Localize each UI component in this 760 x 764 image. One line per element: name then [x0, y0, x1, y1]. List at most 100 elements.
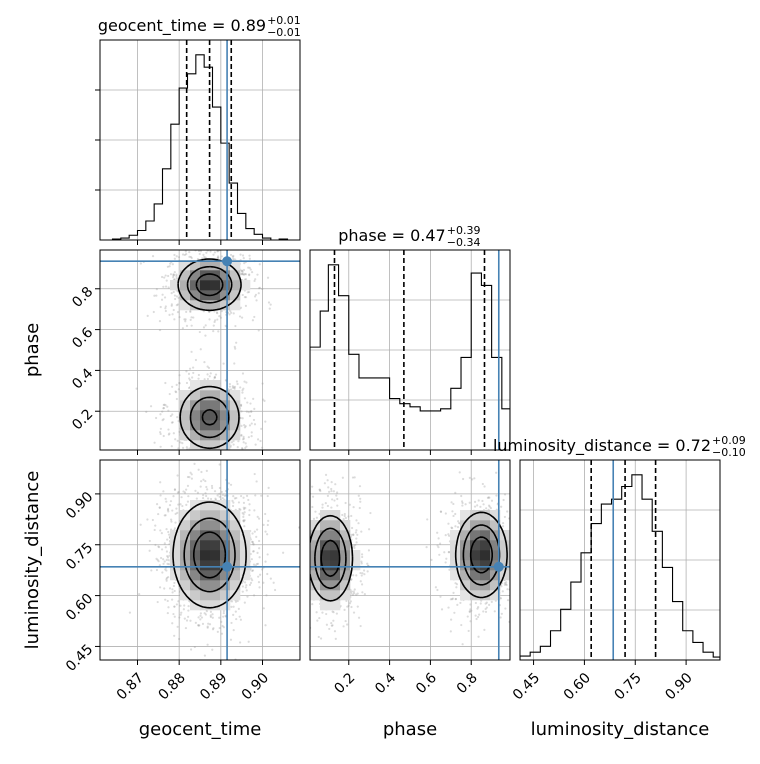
- sample-point: [166, 611, 169, 615]
- density-cell: [220, 530, 231, 541]
- sample-point: [177, 419, 180, 423]
- sample-point: [239, 456, 241, 458]
- density-cell: [220, 430, 231, 441]
- sample-point: [360, 583, 364, 586]
- sample-point: [301, 537, 303, 539]
- sample-point: [331, 498, 334, 501]
- sample-point: [513, 517, 515, 519]
- density-cell: [350, 560, 361, 571]
- sample-point: [333, 499, 336, 502]
- sample-point: [489, 507, 492, 510]
- sample-point: [297, 537, 299, 539]
- density-cell: [480, 560, 491, 571]
- sample-point: [307, 530, 309, 532]
- sample-point: [330, 624, 333, 627]
- density-cell: [170, 540, 181, 551]
- contour-level: [310, 511, 508, 602]
- sample-point: [505, 581, 508, 584]
- sample-point: [157, 545, 160, 548]
- density-cell: [180, 290, 191, 301]
- sample-point: [173, 294, 177, 297]
- sample-point: [167, 433, 170, 436]
- sample-point: [159, 427, 162, 430]
- density-cell: [190, 270, 201, 281]
- sample-point: [343, 514, 346, 518]
- sample-point: [513, 516, 515, 518]
- sample-point: [470, 609, 473, 612]
- sample-point: [185, 324, 189, 327]
- sample-point: [242, 243, 244, 245]
- sample-point: [252, 594, 256, 597]
- sample-point: [165, 528, 168, 531]
- sample-point: [278, 495, 280, 497]
- sample-point: [173, 257, 176, 260]
- sample-point: [160, 532, 163, 535]
- sample-point: [334, 483, 337, 486]
- density-cell: [230, 590, 241, 601]
- sample-point: [336, 491, 339, 494]
- sample-point: [216, 630, 219, 633]
- sample-point: [468, 610, 471, 613]
- sample-point: [170, 445, 173, 448]
- sample-point: [232, 312, 235, 315]
- sample-point: [156, 558, 159, 561]
- density-cell: [490, 510, 501, 521]
- panel-frame: [99, 459, 301, 661]
- density-cell: [200, 440, 211, 450]
- sample-point: [253, 315, 256, 319]
- sample-point: [187, 605, 190, 608]
- sample-point: [214, 373, 218, 376]
- sample-point: [187, 495, 190, 498]
- sample-point: [436, 531, 439, 534]
- sample-point: [217, 256, 220, 259]
- sample-point: [175, 383, 178, 386]
- density-cell: [500, 550, 510, 561]
- sample-point: [267, 486, 270, 490]
- sample-point: [193, 645, 196, 649]
- density-cell: [200, 430, 211, 441]
- density-cell: [200, 590, 211, 601]
- sample-point: [244, 442, 247, 445]
- sample-point: [243, 272, 247, 276]
- density-cell: [190, 530, 201, 541]
- sample-point: [171, 421, 174, 424]
- sample-point: [242, 257, 245, 260]
- sample-point: [361, 591, 364, 594]
- sample-point: [453, 611, 456, 614]
- density-cell: [190, 380, 201, 391]
- sample-point: [359, 497, 362, 500]
- sample-point: [247, 266, 250, 269]
- sample-point: [155, 287, 158, 291]
- sample-point: [166, 599, 169, 603]
- sample-point: [321, 506, 324, 509]
- density-cell: [480, 570, 491, 581]
- sample-point: [240, 404, 243, 408]
- sample-point: [145, 410, 148, 413]
- sample-point: [232, 443, 235, 446]
- sample-point: [177, 637, 181, 641]
- sample-point: [530, 565, 532, 567]
- sample-point: [493, 610, 496, 613]
- sample-point: [200, 470, 203, 474]
- density-cell: [190, 280, 201, 291]
- sample-point: [484, 610, 488, 613]
- density-cell: [330, 600, 341, 611]
- sample-point: [239, 494, 243, 498]
- sample-point: [352, 533, 355, 536]
- sample-point: [159, 481, 162, 484]
- sample-point: [252, 543, 255, 546]
- sample-point: [250, 271, 254, 274]
- sample-point: [167, 563, 171, 566]
- sample-point: [206, 643, 209, 646]
- sample-point: [159, 432, 162, 436]
- sample-point: [292, 511, 294, 513]
- sample-point: [162, 562, 165, 565]
- sample-point: [488, 496, 491, 499]
- density-cell: [470, 580, 481, 591]
- sample-point: [252, 542, 255, 545]
- sample-point: [184, 318, 187, 321]
- sample-point: [257, 292, 260, 295]
- density-cell: [200, 410, 211, 421]
- density-cell: [210, 530, 221, 541]
- density-cell: [460, 530, 471, 541]
